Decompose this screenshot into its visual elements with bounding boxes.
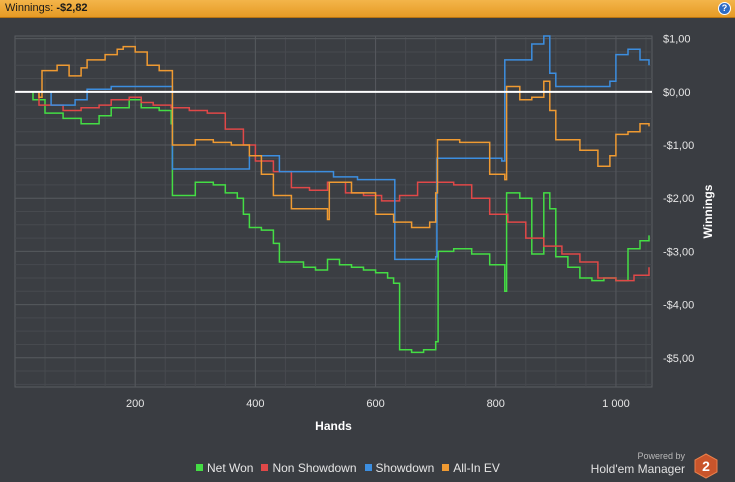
y-tick-label: -$1,00	[663, 140, 694, 152]
legend-item[interactable]: Net Won	[196, 461, 253, 475]
legend-label: All-In EV	[453, 461, 500, 475]
y-tick-label: -$3,00	[663, 246, 694, 258]
legend-item[interactable]: Showdown	[364, 461, 435, 475]
winnings-title: Winnings: -$2,82	[5, 2, 88, 14]
y-tick-label: -$4,00	[663, 300, 694, 312]
x-tick-label: 1 000	[602, 398, 630, 410]
y-tick-label: -$2,00	[663, 193, 694, 205]
x-tick-label: 200	[126, 398, 144, 410]
series-line-non-showdown	[15, 91, 650, 282]
legend-label: Non Showdown	[272, 461, 357, 475]
series-line-net-won	[15, 91, 650, 354]
legend-item[interactable]: Non Showdown	[261, 461, 357, 475]
y-tick-label: -$5,00	[663, 353, 694, 365]
x-axis-title: Hands	[315, 419, 352, 433]
x-tick-label: 600	[366, 398, 384, 410]
series-line-all-in-ev	[15, 45, 650, 229]
series-line-showdown	[15, 35, 650, 261]
brand-name: Hold'em Manager	[590, 462, 685, 476]
powered-by-text: Powered by	[637, 451, 685, 461]
svg-text:2: 2	[702, 458, 710, 474]
title-bar: Winnings: -$2,82 ?	[0, 0, 735, 18]
winnings-label: Winnings:	[5, 2, 54, 14]
y-axis-title: Winnings	[701, 184, 715, 238]
winnings-chart: 200 400 600 800 1 000 $1,00 $0,00 -$1,00 -$2,00 -…	[14, 34, 715, 433]
brand-block: Powered by Hold'em Manager 2	[587, 451, 727, 479]
legend-swatch	[196, 464, 203, 471]
major-grid	[15, 36, 652, 387]
y-tick-label: $1,00	[663, 34, 691, 46]
help-icon[interactable]: ?	[718, 2, 731, 15]
x-tick-label: 400	[246, 398, 264, 410]
hem2-logo-icon: 2	[694, 453, 718, 479]
legend-label: Net Won	[207, 461, 254, 475]
legend-swatch	[442, 464, 450, 471]
chart-legend: Net Won Non Showdown Showdown All-In EV	[196, 461, 508, 475]
y-tick-label: $0,00	[663, 87, 691, 99]
legend-swatch	[364, 464, 372, 471]
legend-label: Showdown	[375, 461, 435, 475]
legend-swatch	[261, 464, 269, 471]
minor-grid	[15, 36, 652, 387]
legend-item[interactable]: All-In EV	[442, 461, 500, 475]
x-tick-label: 800	[487, 398, 505, 410]
winnings-value: -$2,82	[56, 2, 88, 14]
